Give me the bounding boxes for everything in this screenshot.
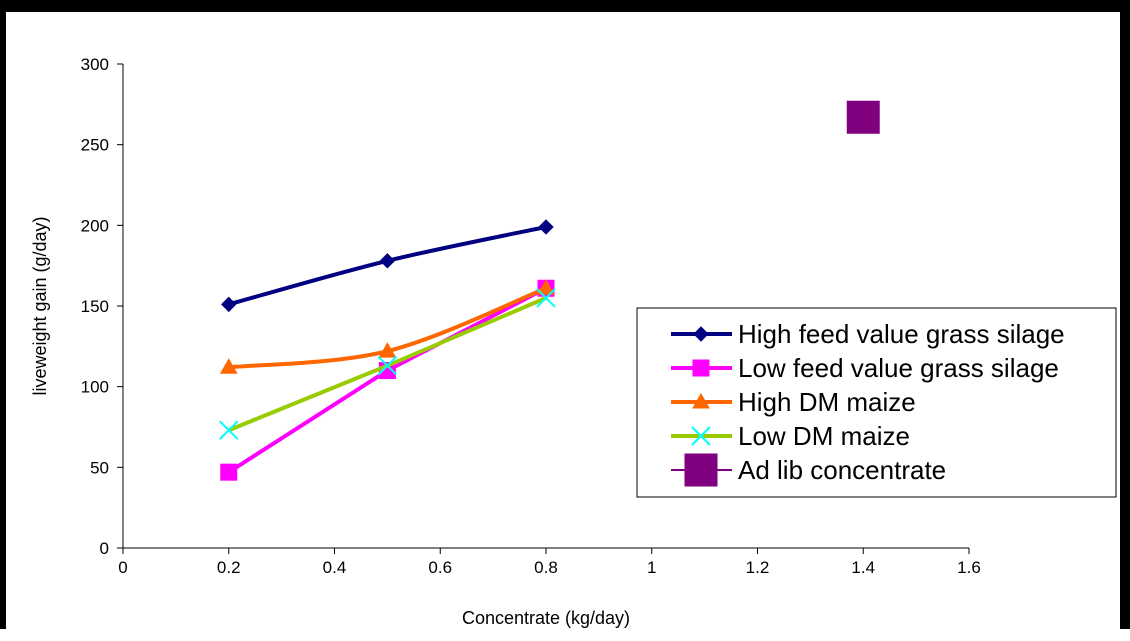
legend-marker bbox=[693, 326, 709, 342]
legend-marker bbox=[692, 359, 710, 377]
line-chart: 0 0.2 0.4 0.6 0.8 1 1.2 1.4 1.6 0 50 100 150 200 250 30… bbox=[30, 55, 1117, 628]
legend-label: Ad lib concentrate bbox=[738, 455, 946, 485]
series-0 bbox=[221, 219, 554, 313]
legend-label: High DM maize bbox=[738, 387, 916, 417]
data-point bbox=[538, 219, 554, 235]
data-point bbox=[220, 463, 238, 481]
y-tick-label: 300 bbox=[81, 55, 109, 74]
legend-label: High feed value grass silage bbox=[738, 319, 1065, 349]
legend-item: High DM maize bbox=[671, 387, 916, 417]
x-tick-label: 0.6 bbox=[428, 558, 452, 577]
series-layer bbox=[219, 100, 880, 481]
data-point bbox=[537, 279, 555, 295]
y-tick-label: 150 bbox=[81, 297, 109, 316]
series-line bbox=[227, 286, 547, 474]
legend-marker bbox=[692, 392, 710, 409]
x-tick-label: 1.2 bbox=[746, 558, 770, 577]
tick-labels: 0 0.2 0.4 0.6 0.8 1 1.2 1.4 1.6 0 50 100 150 200 250 30… bbox=[81, 55, 981, 577]
legend-marker bbox=[691, 426, 711, 446]
x-tick-label: 1 bbox=[647, 558, 656, 577]
legend-label: Low feed value grass silage bbox=[738, 353, 1059, 383]
x-tick-label: 0 bbox=[118, 558, 127, 577]
x-tick-label: 1.6 bbox=[957, 558, 981, 577]
axes bbox=[117, 63, 970, 554]
y-tick-label: 0 bbox=[100, 539, 109, 558]
data-point bbox=[221, 296, 237, 313]
y-tick-label: 200 bbox=[81, 216, 109, 235]
data-point bbox=[219, 420, 239, 440]
legend: High feed value grass silage Low feed val… bbox=[636, 307, 1117, 498]
legend-marker bbox=[684, 453, 718, 487]
data-point bbox=[379, 253, 396, 269]
x-axis-title: Concentrate (kg/day) bbox=[462, 608, 630, 628]
data-point bbox=[378, 342, 397, 358]
x-marker-stroke bbox=[377, 355, 398, 376]
y-tick-label: 100 bbox=[81, 378, 109, 397]
x-marker-stroke bbox=[219, 420, 239, 440]
series-2 bbox=[219, 279, 555, 374]
legend-item: Low feed value grass silage bbox=[671, 353, 1059, 383]
y-tick-label: 50 bbox=[90, 458, 109, 477]
legend-item: Ad lib concentrate bbox=[671, 453, 946, 487]
series-3 bbox=[219, 288, 556, 440]
legend-label: Low DM maize bbox=[738, 421, 910, 451]
y-axis-title: liveweight gain (g/day) bbox=[30, 216, 50, 395]
x-tick-label: 0.2 bbox=[217, 558, 241, 577]
data-point bbox=[219, 358, 238, 374]
x-marker-stroke bbox=[536, 288, 556, 308]
series-1 bbox=[220, 279, 555, 481]
x-tick-label: 0.4 bbox=[323, 558, 347, 577]
legend-item: High feed value grass silage bbox=[671, 319, 1065, 349]
data-point bbox=[377, 355, 398, 376]
x-tick-label: 1.4 bbox=[851, 558, 875, 577]
data-point bbox=[536, 288, 556, 308]
y-tick-label: 250 bbox=[81, 136, 109, 155]
data-point bbox=[846, 100, 880, 134]
x-tick-label: 0.8 bbox=[534, 558, 558, 577]
series-4 bbox=[846, 100, 880, 134]
x-marker-stroke bbox=[691, 426, 711, 446]
legend-item: Low DM maize bbox=[671, 421, 910, 451]
